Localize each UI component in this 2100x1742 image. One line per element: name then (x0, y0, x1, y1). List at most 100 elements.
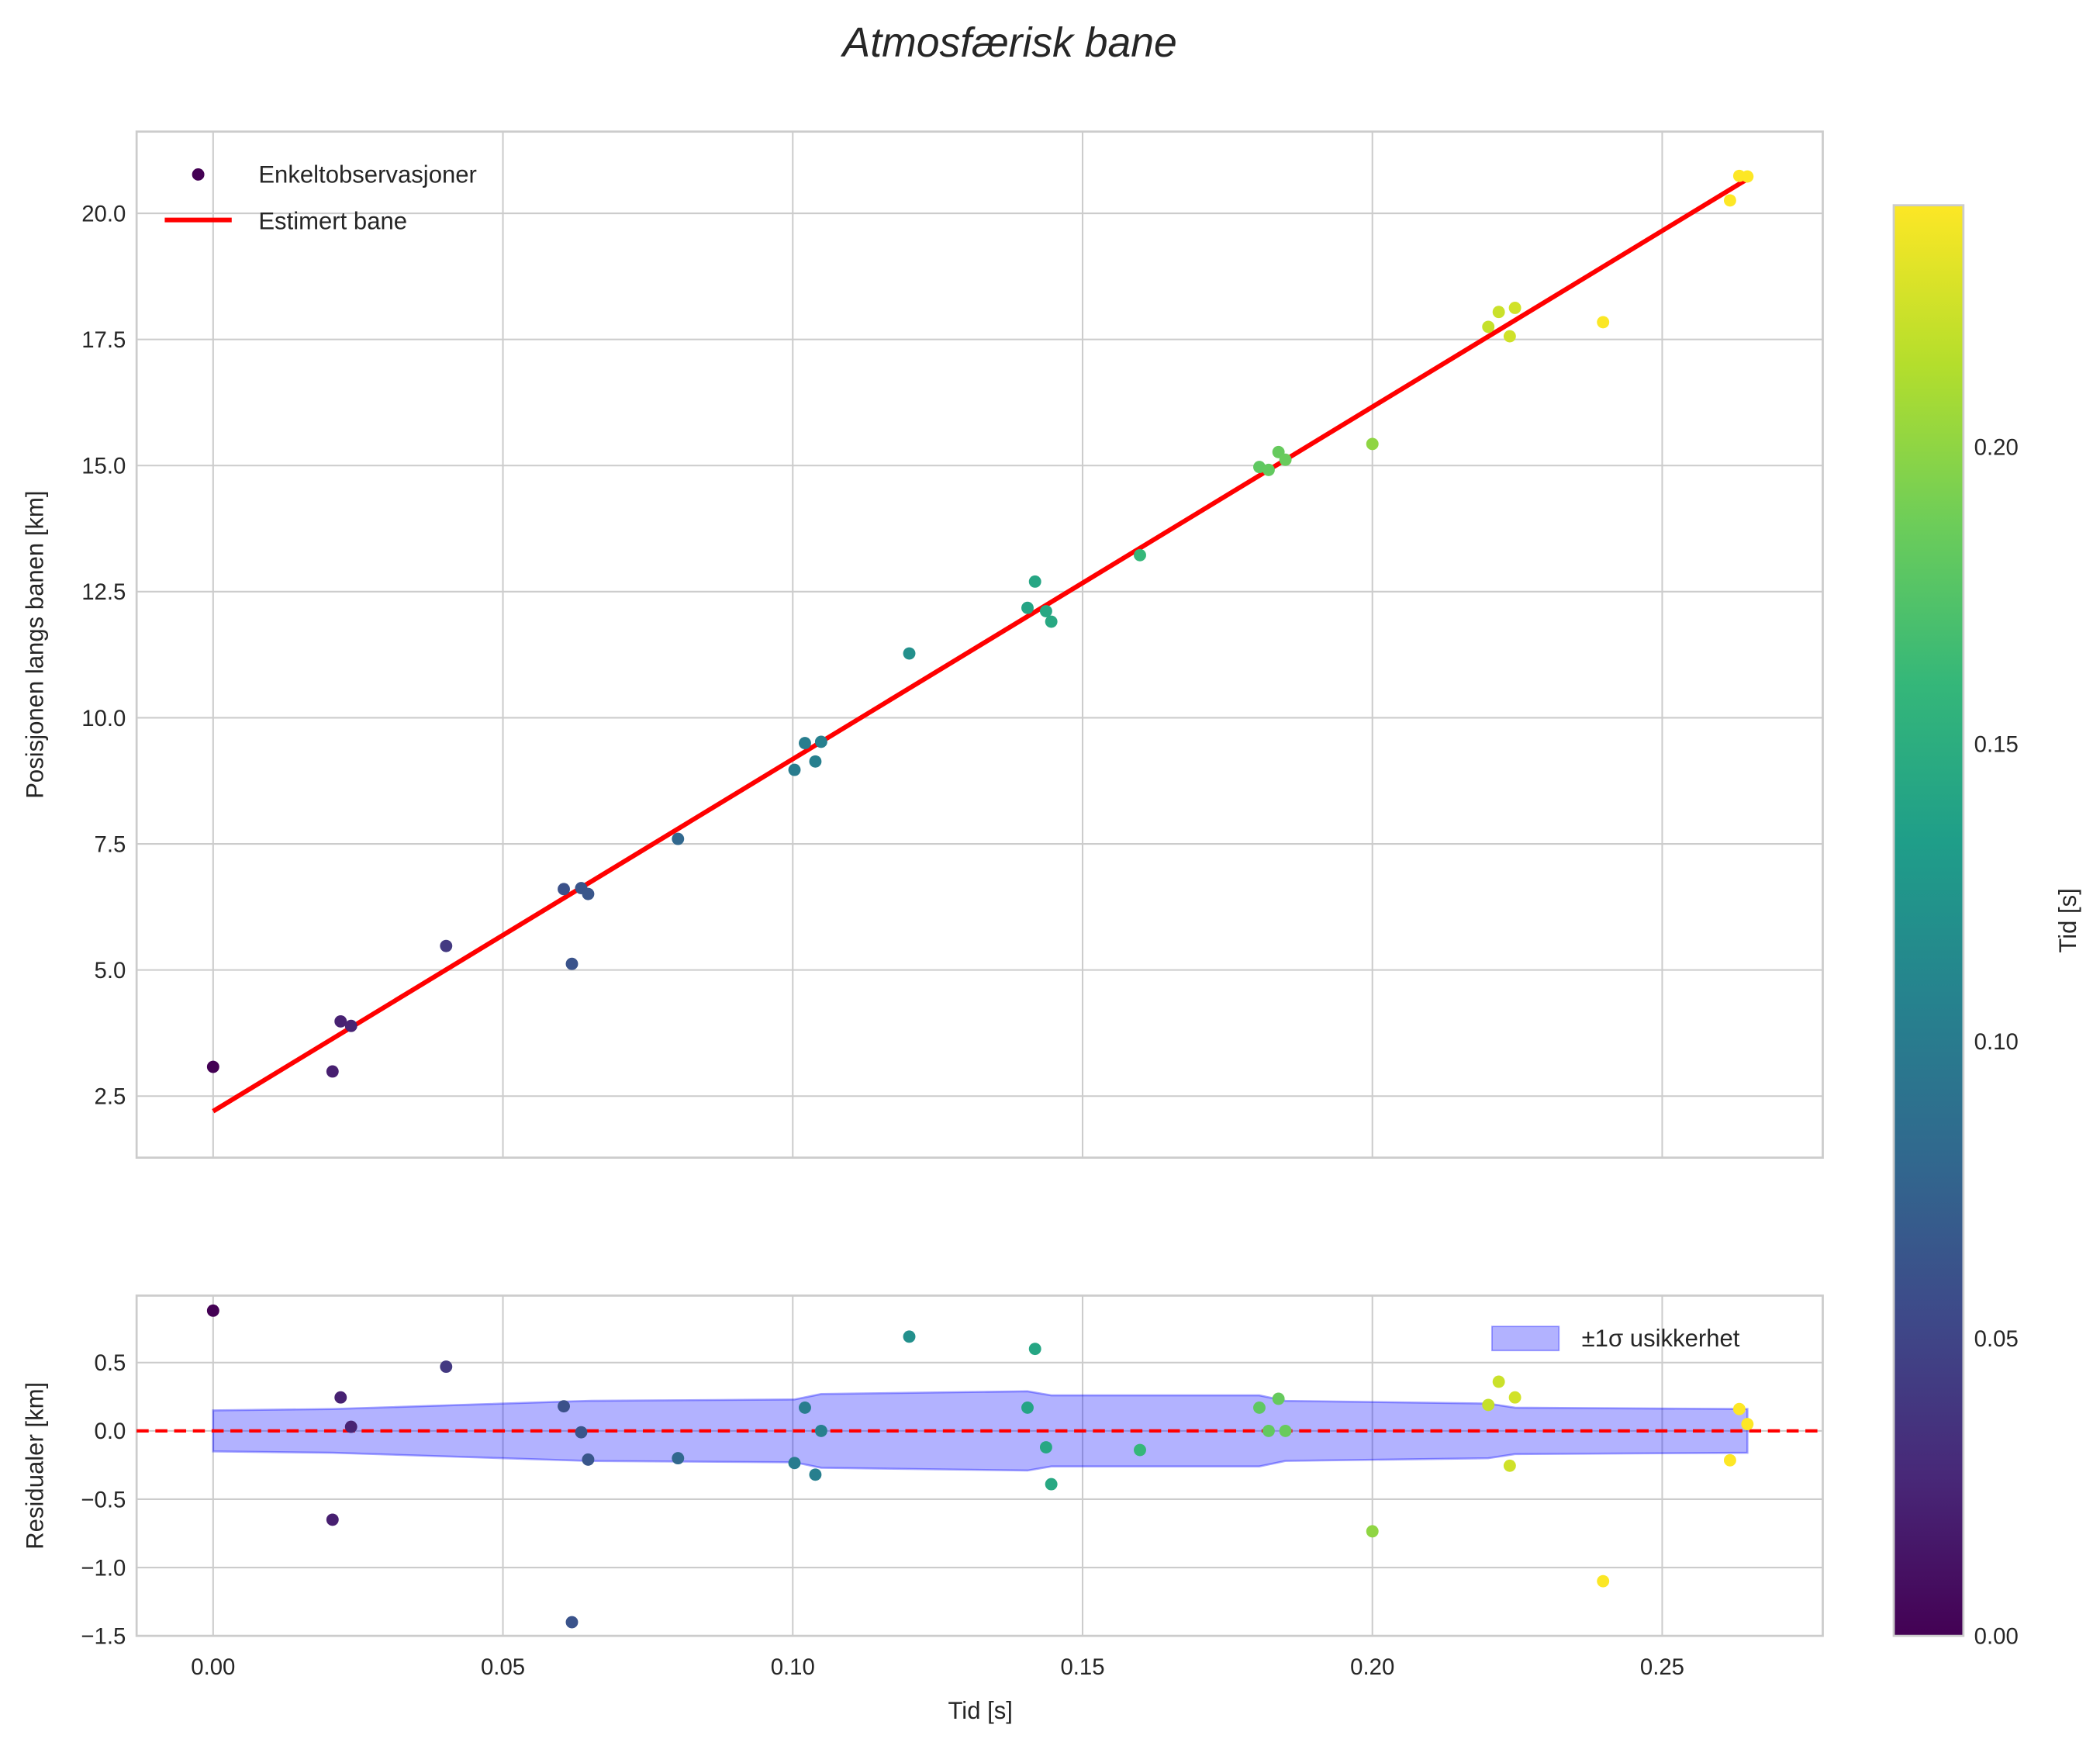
observation-point (1503, 330, 1516, 343)
observation-point (1021, 601, 1034, 614)
observation-point (440, 939, 453, 952)
top-y-tick-label: 20.0 (81, 201, 126, 226)
bottom-y-tick-label: −0.5 (81, 1487, 126, 1512)
observation-point (1279, 453, 1292, 466)
top-y-tick-label: 15.0 (81, 454, 126, 479)
observation-point (1597, 316, 1610, 329)
observation-point (809, 755, 822, 768)
residual-point (814, 1424, 827, 1437)
observation-point (1028, 575, 1041, 588)
residual-point (1272, 1392, 1285, 1405)
observation-point (206, 1060, 219, 1073)
top-y-tick-label: 7.5 (95, 831, 126, 857)
observation-point (1039, 605, 1052, 617)
estimated-trajectory-line (212, 177, 1749, 1114)
observation-point (903, 647, 916, 660)
residual-point (1021, 1401, 1034, 1414)
residual-point (1253, 1401, 1266, 1414)
bottom-y-axis-label: Residualer [km] (21, 1382, 48, 1550)
observation-point (1492, 306, 1505, 319)
observation-point (558, 883, 570, 896)
observation-point (326, 1065, 339, 1078)
residual-point (1134, 1443, 1146, 1457)
observation-point (1366, 437, 1379, 451)
x-tick-label: 0.15 (1060, 1654, 1104, 1680)
observation-point (799, 737, 811, 750)
residual-point (672, 1452, 685, 1465)
bottom-y-tick-label: 0.5 (95, 1350, 126, 1376)
residual-point (1279, 1424, 1292, 1437)
colorbar-tick-label: 0.05 (1974, 1326, 2019, 1352)
top-y-tick-label: 12.5 (81, 579, 126, 605)
x-tick-label: 0.20 (1350, 1654, 1394, 1680)
colorbar-tick-label: 0.10 (1974, 1029, 2019, 1055)
chart-title: Atmosfærisk bane (841, 20, 1177, 66)
residual-point (799, 1401, 811, 1414)
residual-point (1039, 1441, 1052, 1453)
residual-point (1723, 1453, 1736, 1467)
observation-point (1253, 461, 1266, 474)
residual-point (1597, 1574, 1610, 1588)
colorbar-tick-label: 0.20 (1974, 434, 2019, 460)
residual-point (1503, 1459, 1516, 1472)
observation-point (1262, 463, 1275, 476)
legend-marker-band (1491, 1326, 1560, 1352)
observation-point (582, 887, 595, 900)
x-axis-label: Tid [s] (948, 1697, 1012, 1724)
x-tick-label: 0.00 (191, 1654, 235, 1680)
residual-point (1741, 1418, 1754, 1431)
top-y-axis-label: Posisjonen langs banen [km] (21, 490, 48, 798)
observation-point (1045, 615, 1058, 628)
legend-marker-observations (192, 168, 205, 181)
residual-point (1508, 1391, 1521, 1404)
residual-point (565, 1616, 579, 1629)
bottom-y-tick-label: 0.0 (95, 1419, 126, 1444)
x-tick-label: 0.10 (771, 1654, 815, 1680)
top-y-tick-label: 10.0 (81, 706, 126, 731)
observation-point (1741, 170, 1754, 183)
x-tick-label: 0.05 (481, 1654, 525, 1680)
residual-point (1028, 1343, 1041, 1356)
observation-point (565, 957, 579, 970)
observation-point (788, 763, 801, 776)
observation-point (344, 1019, 357, 1032)
legend-label-fit: Estimert bane (258, 208, 407, 235)
residual-point (440, 1360, 453, 1374)
legend-label-observations: Enkeltobservasjoner (258, 161, 477, 188)
residual-point (1732, 1402, 1746, 1415)
top-y-tick-label: 5.0 (95, 958, 126, 983)
residual-point (1366, 1525, 1379, 1538)
observation-point (814, 735, 827, 748)
observation-point (672, 832, 685, 845)
residual-point (809, 1468, 822, 1481)
colorbar-label: Tid [s] (2054, 888, 2081, 952)
residual-point (1492, 1375, 1505, 1388)
colorbar (1892, 204, 1965, 1637)
top-axes-frame (135, 130, 1824, 1159)
legend-label-band: ±1σ usikkerhet (1582, 1325, 1740, 1352)
residual-point (1262, 1424, 1275, 1437)
observation-point (1508, 302, 1521, 314)
colorbar-tick-label: 0.15 (1974, 732, 2019, 758)
x-tick-label: 0.25 (1640, 1654, 1684, 1680)
residual-point (903, 1330, 916, 1343)
residual-point (334, 1391, 347, 1404)
top-y-tick-label: 2.5 (95, 1084, 126, 1110)
residual-point (582, 1453, 595, 1466)
observation-point (1134, 548, 1146, 562)
observation-point (334, 1014, 347, 1028)
observation-point (1482, 320, 1495, 334)
colorbar-tick-label: 0.00 (1974, 1624, 2019, 1650)
residual-point (575, 1426, 588, 1439)
residual-point (344, 1420, 357, 1433)
residual-point (1045, 1478, 1058, 1491)
residual-point (206, 1304, 219, 1317)
residual-point (788, 1457, 801, 1470)
top-y-tick-label: 17.5 (81, 327, 126, 353)
bottom-y-tick-label: −1.0 (81, 1555, 126, 1581)
observation-point (1723, 194, 1736, 207)
bottom-axes-frame (135, 1294, 1824, 1637)
bottom-y-tick-label: −1.5 (81, 1624, 126, 1650)
